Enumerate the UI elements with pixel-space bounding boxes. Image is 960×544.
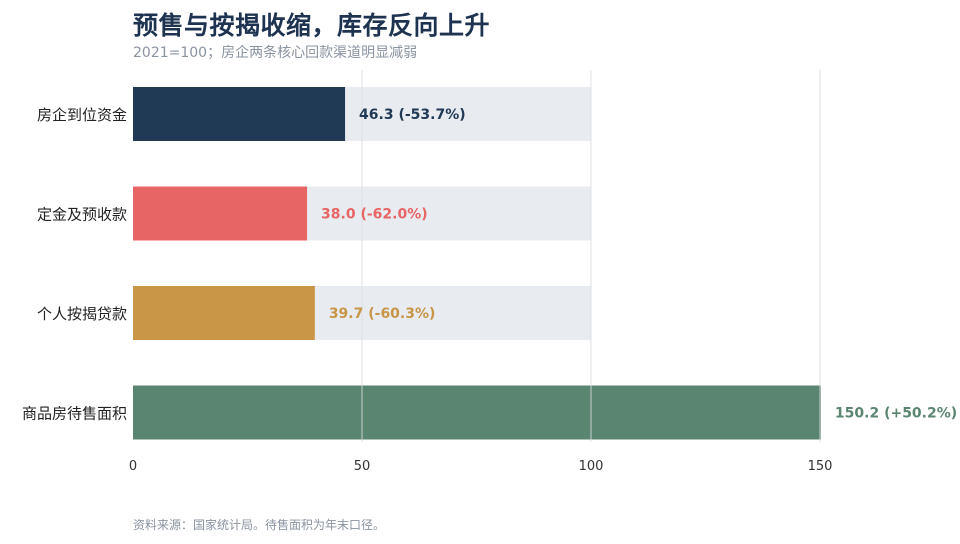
value-label-3: 150.2 (+50.2%) (835, 406, 957, 422)
category-label-0: 房企到位资金 (37, 106, 127, 124)
x-tick-label-3: 150 (808, 459, 833, 474)
x-axis-ticks: 0 50 100 150 (129, 459, 833, 474)
source-note: 资料来源：国家统计局。待售面积为年末口径。 (133, 518, 386, 532)
value-label-2: 39.7 (-60.3%) (329, 306, 436, 322)
gridlines (361, 70, 821, 442)
value-labels: 46.3 (-53.7%) 38.0 (-62.0%) 39.7 (-60.3%) 1… (321, 107, 957, 422)
x-tick-label-1: 50 (354, 459, 371, 474)
x-tick-label-2: 100 (579, 459, 604, 474)
value-label-1: 38.0 (-62.0%) (321, 207, 428, 223)
bar-1 (133, 186, 308, 241)
category-label-2: 个人按揭贷款 (37, 305, 127, 323)
category-label-3: 商品房待售面积 (22, 405, 127, 423)
chart-subtitle: 2021=100；房企两条核心回款渠道明显减弱 (133, 45, 418, 61)
value-label-0: 46.3 (-53.7%) (359, 107, 466, 123)
bar-2 (133, 286, 315, 340)
bar-3 (133, 385, 821, 440)
data-bars (133, 87, 821, 440)
x-tick-label-0: 0 (129, 459, 137, 474)
bar-0 (133, 87, 346, 141)
chart-title: 预售与按揭收缩，库存反向上升 (133, 11, 491, 40)
category-label-1: 定金及预收款 (37, 206, 127, 224)
